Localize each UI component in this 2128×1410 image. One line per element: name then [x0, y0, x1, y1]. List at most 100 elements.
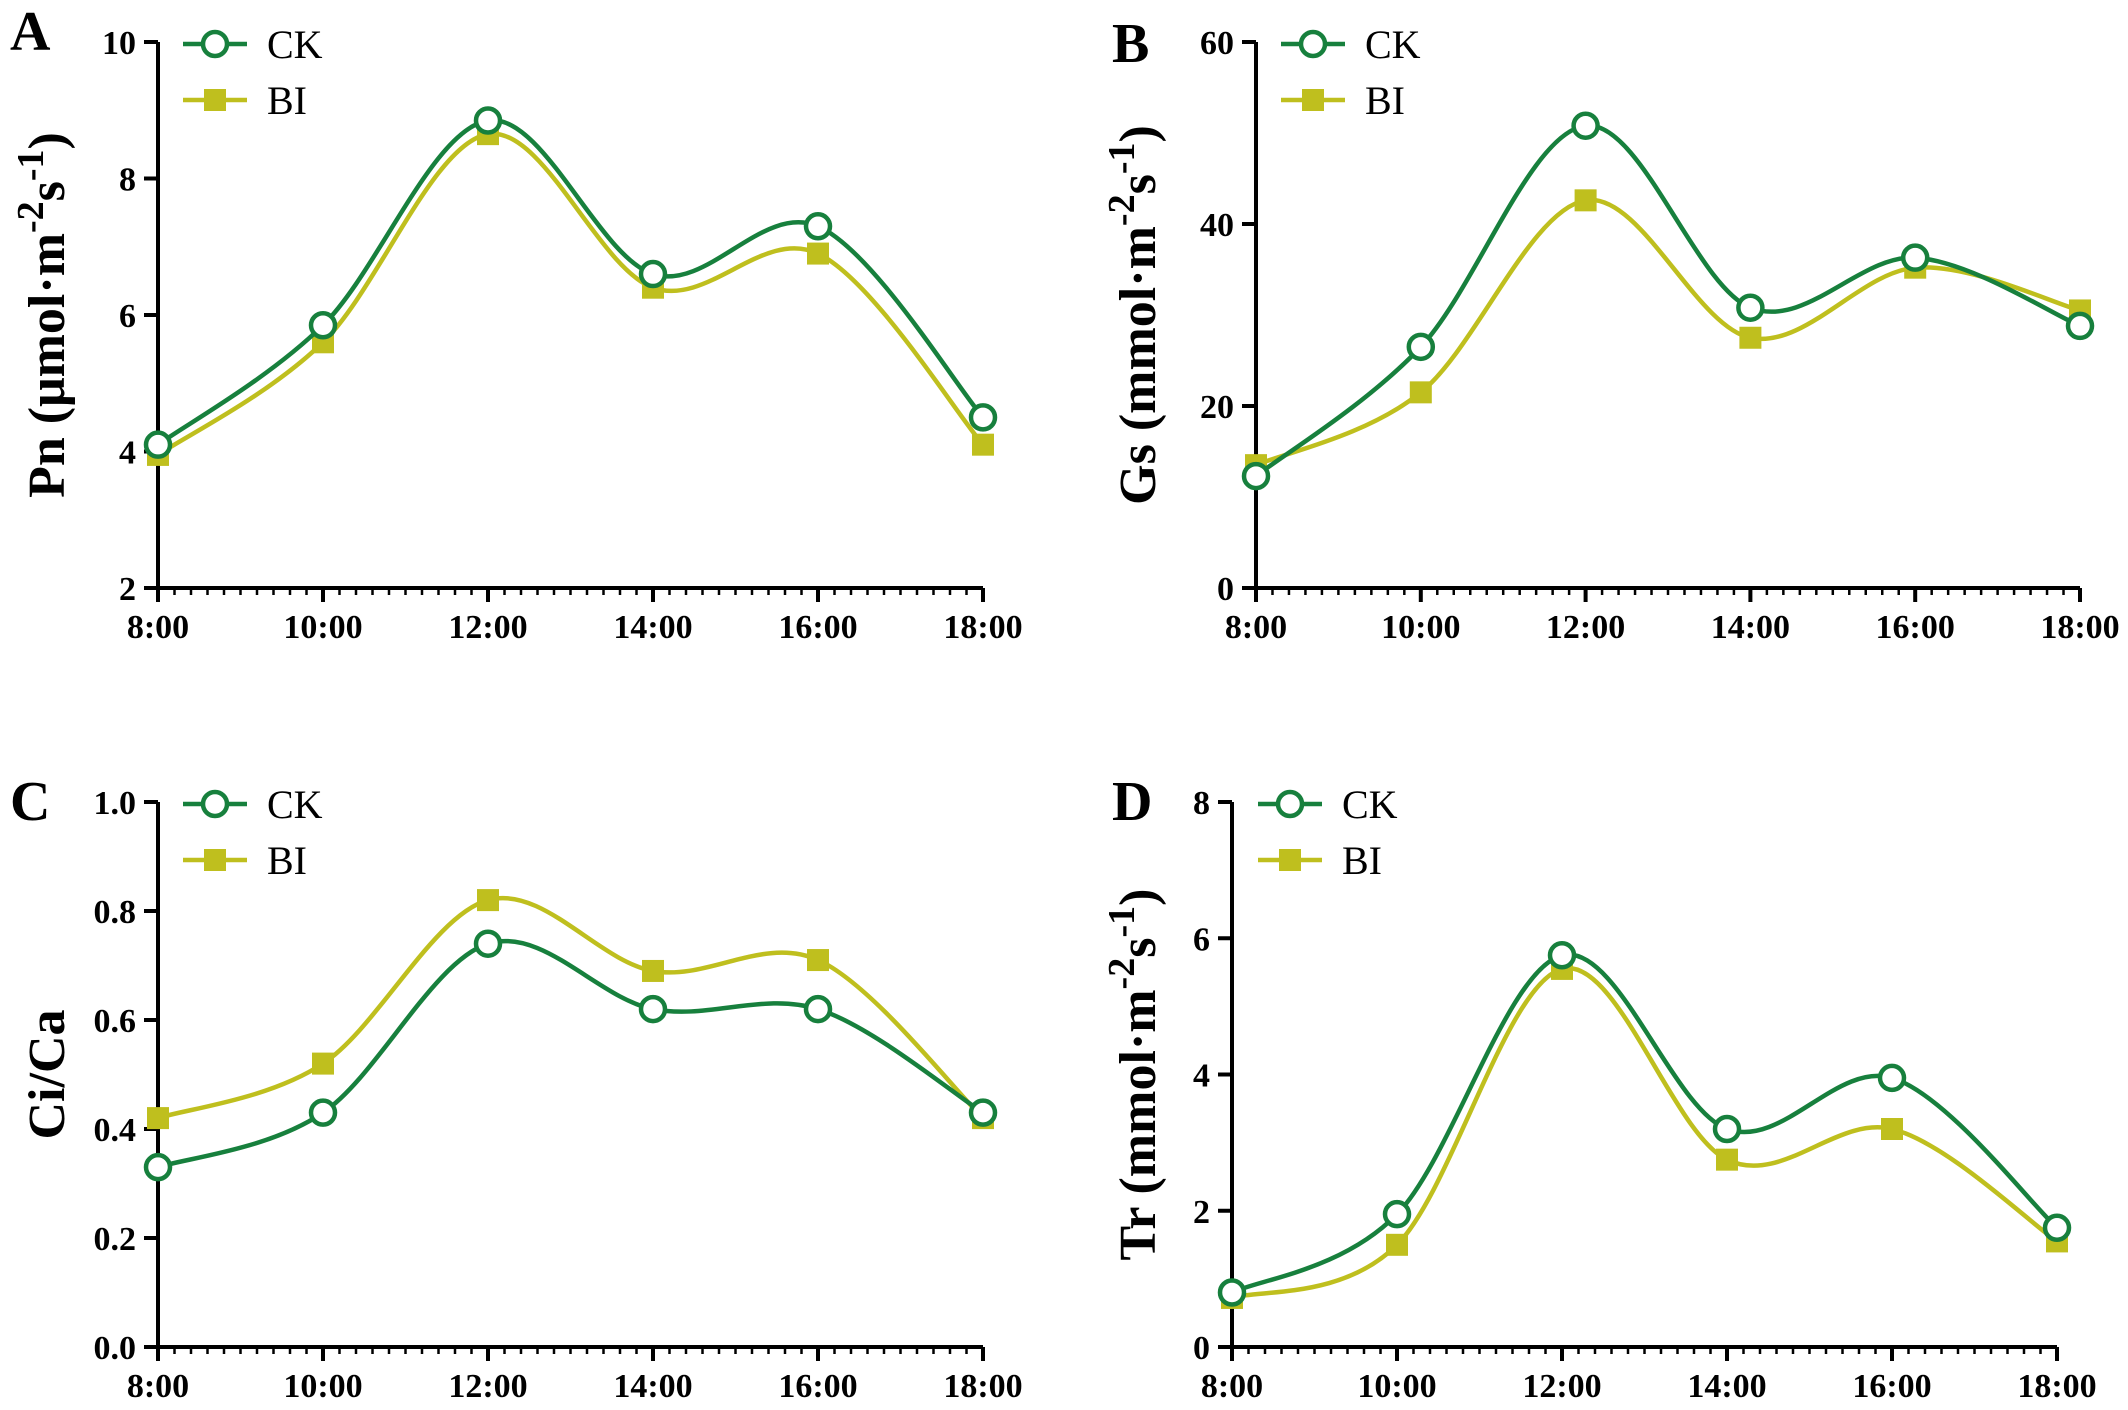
legend-marker-ck — [200, 29, 230, 59]
data-point-bi — [1881, 1118, 1903, 1140]
x-tick-label: 18:00 — [2040, 609, 2119, 646]
x-tick-label: 18:00 — [2017, 1368, 2096, 1405]
x-tick-label: 8:00 — [1201, 1368, 1263, 1405]
x-tick-label: 16:00 — [778, 1368, 857, 1405]
x-tick-label: 14:00 — [613, 609, 692, 646]
y-axis-title-part: ) — [1110, 125, 1167, 142]
y-axis-title: Gs (mmol·m-2s-1) — [1101, 125, 1167, 505]
data-point-ck — [968, 403, 998, 432]
legend-label-bi: BI — [267, 78, 307, 123]
y-tick-label: 1.0 — [94, 785, 137, 822]
x-tick-label: 12:00 — [1522, 1368, 1601, 1405]
y-tick-label: 40 — [1200, 207, 1234, 244]
data-point-ck — [968, 1098, 998, 1127]
legend-marker-ck — [1298, 29, 1328, 59]
data-point-ck — [638, 994, 668, 1024]
x-tick-label: 10:00 — [283, 609, 362, 646]
data-point-ck — [1900, 243, 1930, 272]
y-axis-title-superscript: -1 — [10, 149, 52, 181]
data-point-ck — [1736, 293, 1765, 322]
y-axis-title-superscript: -2 — [1101, 194, 1143, 226]
data-point-bi — [1739, 326, 1762, 349]
legend-marker-bi — [204, 849, 226, 871]
y-tick-label: 4 — [1193, 1058, 1210, 1095]
data-point-ck — [473, 106, 503, 135]
y-tick-label: 6 — [119, 298, 136, 335]
x-tick-label: 12:00 — [1546, 609, 1625, 646]
y-tick-label: 0.2 — [94, 1221, 137, 1258]
data-point-bi — [642, 959, 664, 982]
data-point-ck — [308, 1098, 338, 1127]
data-point-ck — [803, 212, 833, 241]
y-axis-title-part: s — [1110, 174, 1167, 194]
x-tick-label: 12:00 — [448, 1368, 527, 1405]
y-axis-title-part: Pn (μmol·m — [19, 233, 76, 498]
series-line-bi — [157, 895, 985, 1121]
y-axis-title-part: Ci/Ca — [19, 1010, 76, 1140]
y-tick-label: 0.8 — [94, 894, 137, 931]
y-axis-title: Pn (μmol·m-2s-1) — [10, 132, 76, 498]
y-tick-label: 0 — [1193, 1330, 1210, 1367]
data-point-ck — [473, 929, 503, 958]
data-point-bi — [312, 1052, 334, 1075]
legend-label-bi: BI — [1365, 78, 1405, 123]
panel-letter: C — [10, 771, 50, 833]
y-tick-label: 8 — [119, 162, 136, 199]
panel-letter: D — [1112, 771, 1152, 833]
legend-label-ck: CK — [1365, 22, 1421, 67]
x-tick-label: 14:00 — [1687, 1368, 1766, 1405]
data-point-ck — [1406, 332, 1436, 362]
y-tick-label: 60 — [1200, 25, 1234, 62]
y-axis-title-part: ) — [19, 132, 76, 149]
legend-label-ck: CK — [1342, 782, 1398, 827]
legend-label-ck: CK — [267, 22, 323, 67]
data-point-bi — [147, 1107, 169, 1130]
x-tick-label: 10:00 — [1381, 609, 1460, 646]
y-axis-title-part: Tr (mmol·m — [1110, 989, 1167, 1260]
panel-a: A 2 4 6 8 10 8:00 10:00 12:00 14:00 16:00 18:00 Pn (… — [10, 1, 1023, 646]
y-axis-title-part: s — [1110, 938, 1167, 958]
legend-label-bi: BI — [267, 838, 307, 883]
x-tick-label: 8:00 — [127, 1368, 189, 1405]
series-line-bi — [156, 131, 985, 457]
data-point-ck — [1571, 111, 1600, 140]
data-point-ck — [1547, 941, 1577, 970]
data-point-ck — [308, 310, 338, 340]
legend-marker-ck — [200, 789, 230, 819]
data-point-bi — [477, 889, 499, 912]
x-tick-label: 18:00 — [943, 1368, 1022, 1405]
data-point-bi — [1716, 1148, 1738, 1171]
y-axis-title-superscript: -2 — [1101, 958, 1143, 990]
y-axis-title-part: Gs (mmol·m — [1110, 226, 1167, 505]
y-tick-label: 0.4 — [94, 1112, 137, 1149]
data-point-ck — [1877, 1063, 1907, 1093]
x-tick-label: 8:00 — [1225, 609, 1287, 646]
legend-label-bi: BI — [1342, 838, 1382, 883]
data-point-bi — [807, 242, 829, 265]
y-axis-title: Ci/Ca — [19, 1010, 76, 1140]
series-line-ck — [1254, 123, 2081, 478]
data-point-bi — [1409, 381, 1432, 404]
legend-marker-bi — [1302, 89, 1324, 111]
data-point-bi — [1386, 1233, 1408, 1256]
data-point-bi — [1574, 189, 1597, 212]
y-tick-label: 0.0 — [94, 1330, 137, 1367]
series-line-ck — [156, 118, 985, 447]
legend-marker-bi — [1279, 849, 1301, 871]
y-tick-label: 20 — [1200, 389, 1234, 426]
legend-marker-bi — [204, 89, 226, 111]
panel-b: B 0 20 40 60 8:00 10:00 12:00 14:00 16:00 18:00 Gs … — [1101, 13, 2120, 646]
y-axis-title-part: ) — [1110, 889, 1167, 906]
data-point-ck — [143, 1152, 173, 1182]
y-axis-title-superscript: -2 — [10, 201, 52, 233]
data-point-ck — [1712, 1114, 1742, 1144]
data-point-ck — [1241, 461, 1271, 491]
x-tick-label: 8:00 — [127, 609, 189, 646]
y-tick-label: 2 — [119, 571, 136, 608]
legend-marker-ck — [1275, 789, 1305, 819]
data-point-ck — [143, 430, 173, 459]
x-tick-label: 12:00 — [448, 609, 527, 646]
x-tick-label: 14:00 — [1711, 609, 1790, 646]
legend-label-ck: CK — [267, 782, 323, 827]
